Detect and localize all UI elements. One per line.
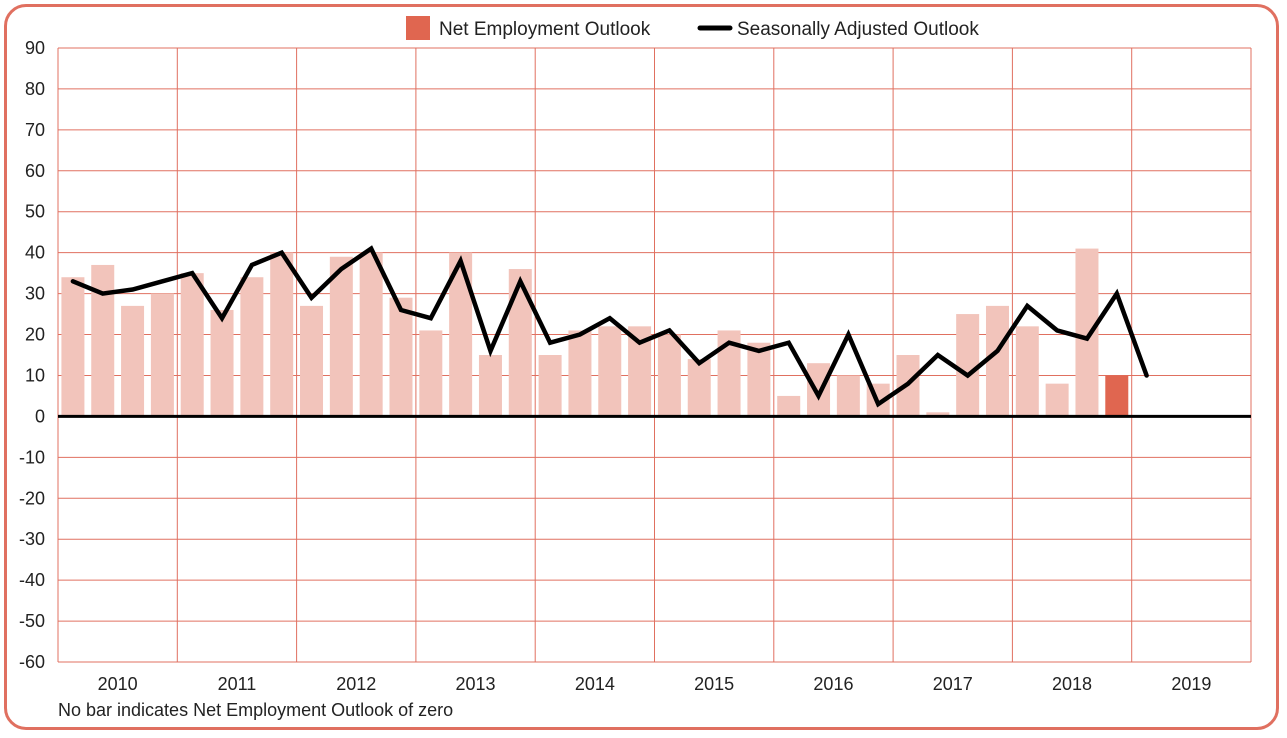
y-tick-label: 40 bbox=[25, 243, 45, 263]
bar-2014-q4 bbox=[568, 330, 592, 417]
bar-2014-q3 bbox=[538, 355, 562, 417]
y-tick-label: -30 bbox=[19, 529, 45, 549]
y-tick-label: -20 bbox=[19, 488, 45, 508]
y-tick-label: 30 bbox=[25, 284, 45, 304]
bars bbox=[61, 248, 1129, 417]
bar-2016-q1 bbox=[717, 330, 741, 417]
x-tick-label-2013: 2013 bbox=[456, 674, 496, 694]
bar-2013-q1 bbox=[359, 252, 383, 417]
bar-2011-q1 bbox=[121, 305, 145, 417]
x-tick-label-2016: 2016 bbox=[813, 674, 853, 694]
y-tick-label: -40 bbox=[19, 570, 45, 590]
y-tick-label: 70 bbox=[25, 120, 45, 140]
y-tick-label: 50 bbox=[25, 202, 45, 222]
bar-2012-q3 bbox=[300, 305, 324, 417]
bar-2015-q2 bbox=[628, 326, 652, 417]
y-tick-label: -60 bbox=[19, 652, 45, 672]
bar-2013-q2 bbox=[389, 297, 413, 417]
y-tick-label: -10 bbox=[19, 447, 45, 467]
bar-2016-q4 bbox=[807, 363, 831, 417]
bar-2012-q4 bbox=[329, 256, 353, 417]
bar-2018-q3 bbox=[1015, 326, 1039, 417]
legend-swatch-net-employment-outlook bbox=[406, 16, 430, 40]
grid bbox=[57, 47, 1252, 663]
legend-label-seasonally-adjusted-outlook: Seasonally Adjusted Outlook bbox=[737, 19, 979, 40]
bar-2012-q1 bbox=[240, 277, 264, 417]
legend-label-net-employment-outlook: Net Employment Outlook bbox=[439, 19, 651, 40]
legend: Net Employment Outlook Seasonally Adjust… bbox=[406, 16, 979, 40]
y-tick-label: 90 bbox=[25, 38, 45, 58]
bar-2010-q3 bbox=[61, 277, 85, 417]
bar-2015-q1 bbox=[598, 326, 622, 417]
x-tick-label-2012: 2012 bbox=[336, 674, 376, 694]
y-tick-label: 10 bbox=[25, 365, 45, 385]
chart-note: No bar indicates Net Employment Outlook … bbox=[58, 700, 454, 720]
bar-2019-q1 bbox=[1075, 248, 1099, 417]
y-tick-label: 0 bbox=[35, 406, 45, 426]
x-tick-label-2010: 2010 bbox=[98, 674, 138, 694]
bar-2015-q3 bbox=[657, 334, 681, 417]
bar-2018-q1 bbox=[956, 314, 980, 417]
bar-2013-q4 bbox=[449, 252, 473, 417]
line-group bbox=[70, 245, 1149, 408]
bar-2014-q1 bbox=[478, 355, 502, 417]
y-tick-label: 60 bbox=[25, 161, 45, 181]
bar-2011-q4 bbox=[210, 309, 234, 417]
x-tick-label-2017: 2017 bbox=[933, 674, 973, 694]
bar-2017-q1 bbox=[836, 375, 860, 417]
bar-2013-q3 bbox=[419, 330, 443, 417]
bar-2014-q2 bbox=[508, 269, 532, 417]
x-tick-labels: 2010 2011 2012 2013 2014 2015 2016 2017 2018 2019 bbox=[98, 674, 1212, 694]
y-tick-labels: 90 80 70 60 50 40 30 20 10 0 -10 -20 -30 -40 -50 -60 bbox=[19, 38, 45, 672]
x-tick-label-2011: 2011 bbox=[218, 674, 257, 694]
y-tick-label: -50 bbox=[19, 611, 45, 631]
bar-2012-q2 bbox=[270, 252, 294, 417]
bar-2016-q2 bbox=[747, 342, 771, 417]
bar-2011-q3 bbox=[180, 273, 204, 417]
bar-2016-q3 bbox=[777, 395, 801, 417]
x-tick-label-2014: 2014 bbox=[575, 674, 615, 694]
bar-2018-q2 bbox=[985, 305, 1009, 417]
bar-2017-q4 bbox=[926, 412, 950, 417]
bar-2018-q4 bbox=[1045, 383, 1069, 417]
x-tick-label-2019: 2019 bbox=[1171, 674, 1211, 694]
bar-2019-q2 bbox=[1105, 375, 1129, 417]
bar-2011-q2 bbox=[150, 293, 174, 417]
y-tick-label: 20 bbox=[25, 325, 45, 345]
seasonally-adjusted-line bbox=[70, 245, 1149, 408]
x-tick-label-2015: 2015 bbox=[694, 674, 734, 694]
y-tick-label: 80 bbox=[25, 79, 45, 99]
bar-2010-q4 bbox=[91, 264, 115, 417]
x-tick-label-2018: 2018 bbox=[1052, 674, 1092, 694]
bar-2015-q4 bbox=[687, 359, 711, 417]
